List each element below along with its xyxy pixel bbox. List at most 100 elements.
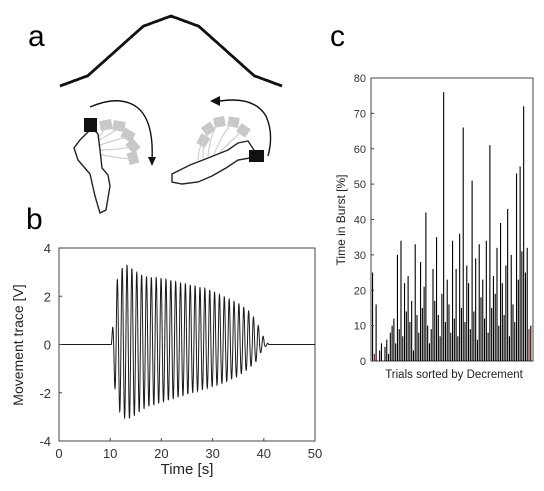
bar [489, 145, 491, 361]
bar [478, 244, 480, 361]
bar [412, 350, 414, 361]
bar [473, 311, 475, 361]
bar [414, 244, 416, 361]
bar [434, 300, 436, 361]
bar [517, 279, 519, 361]
y-axis-label: Movement trace [V] [10, 284, 26, 405]
bar [492, 276, 494, 361]
bar [496, 247, 498, 361]
bar [514, 322, 516, 361]
y-tick-label: 70 [354, 108, 366, 120]
y-tick-label: 0 [360, 356, 366, 368]
y-tick-label: -4 [39, 434, 51, 449]
bar [388, 353, 390, 361]
hand-ghost-position [196, 133, 211, 148]
bar [407, 276, 409, 361]
bar [373, 353, 375, 361]
bar [494, 293, 496, 361]
bar [430, 329, 432, 361]
bar [460, 307, 462, 361]
bar [457, 336, 459, 361]
bar [475, 258, 477, 361]
bar [452, 240, 454, 361]
hand-ghost-position [201, 121, 216, 136]
bar [409, 322, 411, 361]
bar [500, 223, 502, 361]
hand-ghost-position [125, 138, 141, 154]
panel-label-a: a [28, 20, 45, 53]
bar [516, 173, 518, 361]
bar [432, 269, 434, 361]
bar [450, 332, 452, 361]
bar [405, 311, 407, 361]
bar [375, 304, 377, 361]
y-tick-label: 4 [44, 241, 51, 256]
x-tick-label: 40 [257, 446, 271, 461]
bar [530, 325, 532, 362]
x-tick-label: 0 [55, 446, 62, 461]
hand-ghost-position [236, 123, 251, 138]
x-tick-label: 10 [103, 446, 117, 461]
bar [484, 318, 486, 361]
bar [389, 332, 391, 361]
y-axis-label: Time in Burst [%] [334, 175, 348, 266]
bar [485, 240, 487, 361]
bar [428, 343, 430, 361]
bar [446, 279, 448, 361]
bar [480, 297, 482, 361]
y-tick-label: 30 [354, 250, 366, 262]
bar [398, 329, 400, 361]
movement-direction-arrow [219, 99, 272, 157]
bar [402, 336, 404, 361]
bar [448, 304, 450, 361]
bar [436, 237, 438, 361]
x-axis-label: Trials sorted by Decrement [385, 369, 523, 381]
bar [501, 283, 503, 361]
bar [508, 336, 510, 361]
bar [411, 300, 413, 361]
bar [507, 208, 509, 361]
sensor-block [249, 150, 264, 162]
bar [404, 283, 406, 361]
bar [423, 286, 425, 361]
y-tick-label: 2 [44, 289, 51, 304]
bar [420, 261, 422, 361]
bar [427, 325, 429, 362]
bar [379, 350, 381, 361]
bar [453, 318, 455, 361]
y-tick-label: 40 [354, 215, 366, 227]
bar [510, 254, 512, 362]
hand-ghost-position [120, 127, 136, 143]
bar [487, 332, 489, 361]
sensor-block [84, 118, 97, 132]
y-tick-label: 0 [44, 338, 51, 353]
bar [498, 325, 500, 362]
y-tick-label: 10 [354, 321, 366, 333]
bar [400, 240, 402, 361]
bar [503, 315, 505, 361]
hand-outline [171, 140, 255, 185]
movement-waveform-curve [59, 14, 283, 88]
movement-trace-line [59, 264, 315, 420]
hand-ghost-position [213, 116, 226, 128]
y-tick-label: -2 [39, 386, 51, 401]
bar [528, 329, 530, 361]
bar [459, 233, 461, 361]
bar [482, 279, 484, 361]
bar [386, 339, 388, 361]
bar [425, 212, 427, 361]
arrowhead [148, 157, 156, 166]
panel-a [59, 14, 283, 215]
x-tick-label: 30 [205, 446, 219, 461]
bar [468, 283, 470, 361]
bar [437, 315, 439, 361]
bar [524, 272, 526, 361]
bar [421, 307, 423, 361]
bar [393, 318, 395, 361]
hand-extension-illustration [171, 96, 272, 185]
bar [384, 346, 386, 361]
bar [519, 166, 521, 361]
bar [471, 180, 473, 361]
bar [512, 304, 514, 361]
y-tick-label: 60 [354, 144, 366, 156]
